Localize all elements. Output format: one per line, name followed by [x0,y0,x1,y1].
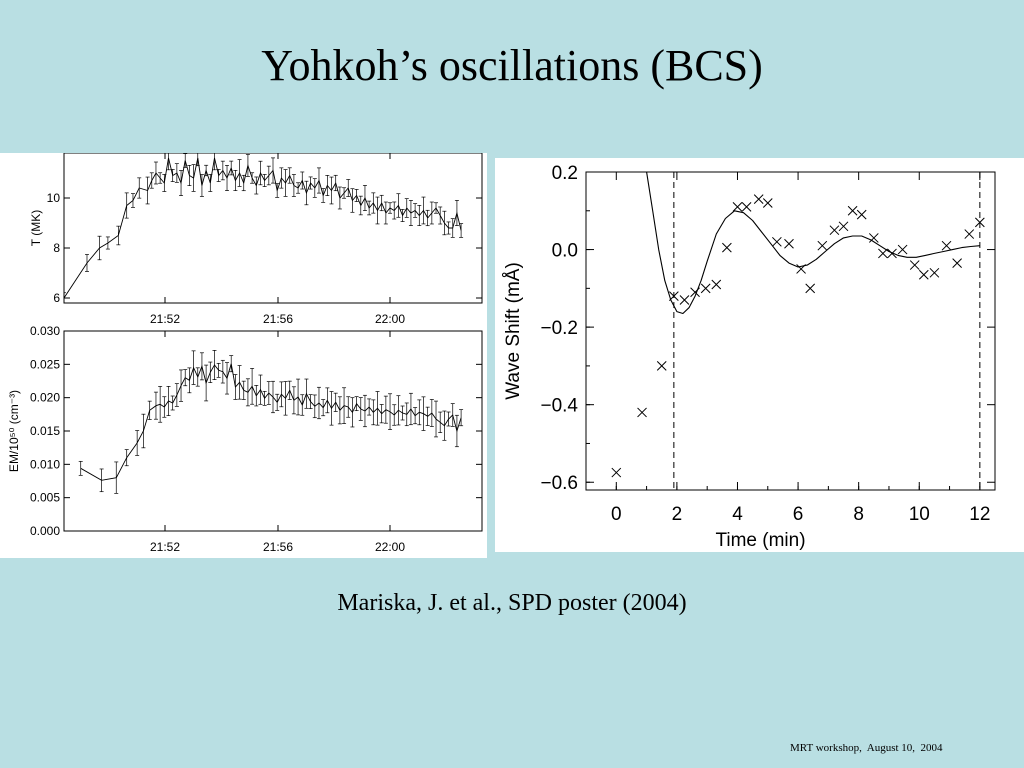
wave-data-point [856,209,867,220]
wave-data-point [637,407,647,418]
wave-data-point [679,295,690,305]
wave-data-point [772,236,782,247]
wave-data-point [753,194,764,204]
wave-data-point [722,242,732,253]
wave-data-point [656,361,667,371]
wave-series-group [611,172,985,490]
wave-y-tick-label: −0.4 [540,396,578,417]
wave-data-point [829,225,840,236]
wave-shift-chart: 0 2 4 6 8 10 12 −0.6 −0.4 −0.2 0.0 0.2 Time (min) Wav… [503,163,996,551]
wave-y-axis-label: Wave Shift (mÅ) [503,262,524,400]
temperature-x-tick-label: 22:00 [375,312,405,326]
wave-data-point [700,283,711,294]
left-chart-panel: 21:52 21:56 22:00 6 8 10 T (MK) 21:52 21:56 22:00… [0,152,487,558]
wave-x-tick-label: 2 [672,504,683,525]
emission-measure-y-tick-label: 0.020 [30,391,60,405]
wave-data-point [878,248,888,259]
temperature-y-tick-label: 10 [47,191,61,205]
wave-data-point [974,217,985,228]
wave-data-point [784,238,794,249]
emission-measure-y-tick-label: 0.030 [30,324,60,338]
wave-data-point [741,202,752,212]
wave-plot-frame [585,171,996,491]
wave-y-tick-label: 0.2 [552,163,578,184]
wave-data-point [941,240,952,251]
wave-y-tick-label: −0.6 [540,473,578,494]
wave-y-tick-label: −0.2 [540,318,578,339]
wave-data-point [909,260,920,270]
wave-data-point [796,264,806,274]
wave-data-point [762,198,773,208]
wave-data-point [711,279,722,290]
right-chart-panel: 0 2 4 6 8 10 12 −0.6 −0.4 −0.2 0.0 0.2 Time (min) Wav… [495,158,1024,552]
temperature-x-tick-label: 21:52 [150,312,180,326]
wave-data-point [929,267,940,278]
emission-measure-plot-frame [63,330,483,532]
wave-data-point [847,205,858,216]
wave-data-point [805,283,816,294]
temperature-y-tick-label: 8 [53,241,60,255]
emission-measure-y-tick-label: 0.000 [30,524,60,538]
wave-data-point [817,240,828,251]
wave-data-point [887,248,897,259]
wave-data-point [964,229,975,239]
emission-measure-series-line [80,363,462,481]
temperature-plot-frame [63,152,483,304]
emission-measure-y-tick-label: 0.005 [30,491,60,505]
emission-measure-x-tick-label: 21:52 [150,540,180,554]
slide-title: Yohkoh’s oscillations (BCS) [261,41,763,90]
wave-data-point [732,202,743,212]
wave-data-point [669,291,679,301]
wave-x-tick-label: 8 [853,504,864,525]
emission-measure-series-group [78,350,464,494]
wave-x-tick-label: 4 [732,504,743,525]
footer-note: MRT workshop, August 10, 2004 [790,742,943,754]
temperature-y-tick-label: 6 [53,291,60,305]
wave-fit-curve [646,172,980,315]
temperature-series-group [64,153,464,303]
wave-data-point [838,221,849,232]
emission-measure-y-axis-label: EM/10⁵⁰ (cm⁻³) [7,390,21,472]
wave-data-point [952,258,962,268]
wave-data-point [897,244,908,255]
emission-measure-y-tick-label: 0.010 [30,457,60,471]
temperature-y-axis-label: T (MK) [29,210,43,246]
emission-measure-x-tick-label: 22:00 [375,540,405,554]
temperature-x-tick-label: 21:56 [263,312,293,326]
wave-x-axis-label: Time (min) [715,530,805,551]
wave-data-point [918,269,929,280]
emission-measure-x-tick-label: 21:56 [263,540,293,554]
wave-data-point [611,467,622,478]
wave-x-tick-label: 0 [611,504,622,525]
wave-data-point [690,287,700,298]
emission-measure-y-tick-label: 0.015 [30,424,60,438]
wave-x-tick-label: 10 [909,504,930,525]
wave-x-tick-label: 12 [969,504,990,525]
emission-measure-y-tick-label: 0.025 [30,357,60,371]
wave-x-tick-label: 6 [793,504,804,525]
temperature-and-em-charts: 21:52 21:56 22:00 6 8 10 T (MK) 21:52 21:56 22:00… [7,152,483,554]
wave-y-tick-label: 0.0 [552,241,578,262]
temperature-series-line [64,157,462,299]
wave-data-point [868,233,879,243]
citation: Mariska, J. et al., SPD poster (2004) [337,590,687,616]
